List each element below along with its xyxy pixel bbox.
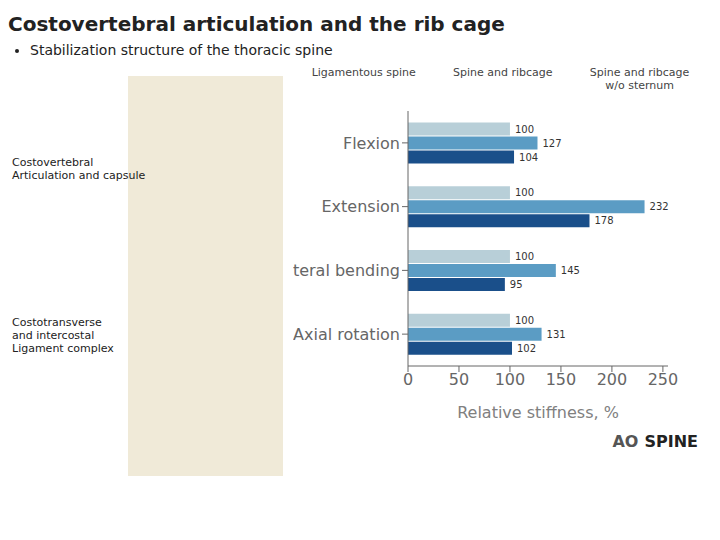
svg-text:95: 95 bbox=[510, 279, 523, 290]
html-text:Stabilization structure of the: Stabilization structure of the thoracic … bbox=[30, 42, 333, 58]
svg-text:100: 100 bbox=[515, 124, 534, 135]
svg-text:100: 100 bbox=[495, 370, 526, 389]
svg-text:Axial rotation: Axial rotation bbox=[293, 325, 400, 344]
svg-text:178: 178 bbox=[594, 215, 613, 226]
svg-text:100: 100 bbox=[515, 187, 534, 198]
html-text:Spine and ribcage: Spine and ribcage bbox=[453, 66, 553, 79]
svg-text:131: 131 bbox=[547, 329, 566, 340]
svg-text:104: 104 bbox=[519, 152, 538, 163]
html-text:Spine and ribcage w/o sternum: Spine and ribcage w/o sternum bbox=[589, 66, 690, 92]
svg-text:Relative stiffness, %: Relative stiffness, % bbox=[457, 403, 619, 422]
html-text:Costovertebral Articulation an: Costovertebral Articulation and capsule bbox=[12, 156, 146, 182]
svg-text:102: 102 bbox=[517, 343, 536, 354]
svg-text:Flexion: Flexion bbox=[343, 134, 400, 153]
svg-text:200: 200 bbox=[597, 370, 628, 389]
svg-text:Lateral bending: Lateral bending bbox=[293, 261, 400, 280]
svg-text:50: 50 bbox=[449, 370, 469, 389]
svg-text:100: 100 bbox=[515, 251, 534, 262]
html-text:Costotransverse and intercosta: Costotransverse and intercostal Ligament… bbox=[12, 316, 114, 355]
html-text:Costovertebral articulation an: Costovertebral articulation and the rib … bbox=[8, 12, 505, 36]
svg-text:Extension: Extension bbox=[321, 197, 400, 216]
svg-text:150: 150 bbox=[546, 370, 577, 389]
svg-text:232: 232 bbox=[650, 201, 669, 212]
svg-text:250: 250 bbox=[648, 370, 679, 389]
svg-text:145: 145 bbox=[561, 265, 580, 276]
svg-text:127: 127 bbox=[542, 138, 561, 149]
html-text:AO SPINE: AO SPINE bbox=[612, 432, 698, 451]
svg-text:100: 100 bbox=[515, 315, 534, 326]
html-text:Ligamentous spine: Ligamentous spine bbox=[311, 66, 416, 79]
svg-text:0: 0 bbox=[403, 370, 413, 389]
